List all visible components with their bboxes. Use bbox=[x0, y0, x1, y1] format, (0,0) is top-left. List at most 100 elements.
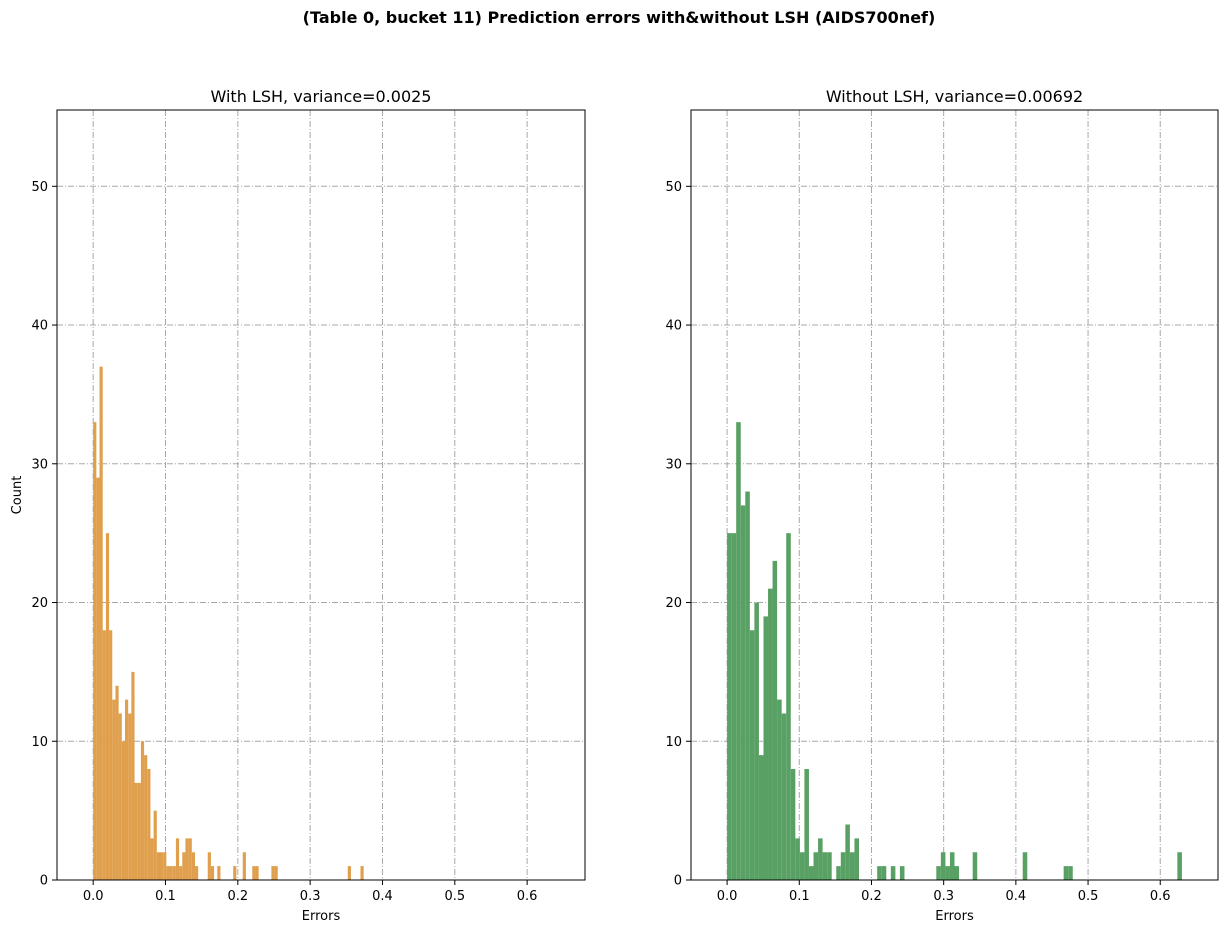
x-axis-label: Errors bbox=[935, 909, 974, 924]
histogram-bar bbox=[137, 782, 141, 880]
x-tick-label: 0.1 bbox=[155, 889, 176, 904]
x-tick-label: 0.2 bbox=[227, 889, 248, 904]
histogram-bar bbox=[147, 769, 151, 880]
histogram-bar bbox=[115, 685, 119, 880]
histogram-bar bbox=[1068, 866, 1073, 880]
histogram-bar bbox=[936, 866, 941, 880]
histogram-bar bbox=[777, 699, 782, 880]
histogram-bar bbox=[877, 866, 882, 880]
histogram-bar bbox=[210, 866, 215, 880]
y-tick-label: 40 bbox=[665, 319, 682, 334]
figure-suptitle: (Table 0, bucket 11) Prediction errors w… bbox=[303, 8, 936, 27]
histogram-bar bbox=[972, 852, 978, 880]
histogram-bar bbox=[131, 671, 135, 880]
histogram-bar bbox=[745, 491, 750, 880]
histogram-bar bbox=[172, 866, 176, 880]
x-tick-label: 0.2 bbox=[861, 889, 882, 904]
histogram-bar bbox=[271, 866, 275, 880]
histogram-bar bbox=[772, 560, 778, 880]
histogram-bar bbox=[175, 838, 180, 880]
panel-without-lsh: 0.0 0.1 0.2 0.3 0.4 0.5 0.6 0 10 20 30 40 50 Withou… bbox=[665, 87, 1219, 924]
histogram-bar bbox=[781, 713, 787, 880]
histogram-bar bbox=[207, 852, 211, 880]
histogram-bar bbox=[96, 477, 100, 880]
histogram-bar bbox=[899, 866, 905, 880]
histogram-bar bbox=[347, 866, 351, 880]
x-tick-label: 0.3 bbox=[933, 889, 954, 904]
histogram-bars bbox=[93, 366, 364, 881]
x-tick-label: 0.5 bbox=[1078, 889, 1099, 904]
x-tick-label: 0.4 bbox=[372, 889, 393, 904]
histogram-bar bbox=[890, 866, 896, 880]
panel-title: With LSH, variance=0.0025 bbox=[211, 87, 432, 106]
x-tick-label: 0.5 bbox=[444, 889, 465, 904]
axes-frame bbox=[690, 109, 1219, 881]
histogram-bar bbox=[731, 533, 737, 880]
panel-title: Without LSH, variance=0.00692 bbox=[826, 87, 1083, 106]
histogram-bar bbox=[255, 866, 259, 880]
histogram-bar bbox=[134, 782, 138, 880]
histogram-bar bbox=[121, 741, 125, 880]
y-ticks: 0 10 20 30 40 50 bbox=[31, 180, 57, 889]
histogram-bar bbox=[150, 838, 154, 880]
histogram-bar bbox=[799, 852, 805, 880]
histogram-bar bbox=[881, 866, 887, 880]
histogram-bar bbox=[156, 852, 160, 880]
histogram-bar bbox=[740, 505, 746, 880]
histogram-bar bbox=[954, 866, 960, 880]
histogram-bar bbox=[845, 824, 850, 880]
histogram-bar bbox=[252, 866, 256, 880]
histogram-bar bbox=[188, 838, 192, 880]
y-tick-label: 20 bbox=[665, 596, 682, 611]
x-axis-label: Errors bbox=[302, 909, 341, 924]
histogram-bar bbox=[786, 533, 791, 880]
histogram-bar bbox=[102, 630, 106, 880]
histogram-bar bbox=[112, 699, 116, 880]
histogram-bar bbox=[99, 366, 103, 881]
histogram-bar bbox=[185, 838, 189, 880]
y-tick-label: 20 bbox=[31, 596, 48, 611]
histogram-bar bbox=[195, 866, 199, 880]
x-tick-label: 0.1 bbox=[789, 889, 810, 904]
histogram-bar bbox=[804, 769, 809, 880]
histogram-bar bbox=[827, 852, 832, 880]
histogram-bar bbox=[144, 755, 148, 880]
histogram-bar bbox=[124, 699, 129, 880]
histogram-bar bbox=[818, 838, 823, 880]
plot-area bbox=[57, 110, 585, 880]
histogram-bar bbox=[169, 866, 173, 880]
histogram-bar bbox=[822, 852, 828, 880]
histogram-bar bbox=[191, 852, 196, 880]
x-tick-label: 0.4 bbox=[1006, 889, 1027, 904]
axes-frame bbox=[56, 109, 586, 881]
x-ticks: 0.0 0.1 0.2 0.3 0.4 0.5 0.6 bbox=[83, 880, 538, 904]
histogram-bar bbox=[118, 713, 122, 880]
y-tick-label: 40 bbox=[31, 319, 48, 334]
histogram-bar bbox=[768, 588, 773, 880]
histogram-bar bbox=[763, 616, 769, 880]
y-ticks: 0 10 20 30 40 50 bbox=[665, 180, 691, 889]
panel-with-lsh: 0.0 0.1 0.2 0.3 0.4 0.5 0.6 0 10 20 30 40 50 With L… bbox=[10, 87, 586, 924]
histogram-bars bbox=[727, 422, 1182, 880]
histogram-bar bbox=[813, 852, 819, 880]
histogram-bar bbox=[166, 866, 170, 880]
x-tick-label: 0.6 bbox=[1150, 889, 1171, 904]
histogram-bar bbox=[153, 810, 157, 880]
histogram-bar bbox=[736, 422, 741, 880]
x-tick-label: 0.6 bbox=[517, 889, 538, 904]
y-tick-label: 50 bbox=[31, 180, 48, 195]
histogram-bar bbox=[1022, 852, 1028, 880]
histogram-bar bbox=[1177, 852, 1182, 880]
histogram-bar bbox=[754, 602, 759, 880]
histogram-bar bbox=[159, 852, 164, 880]
histogram-bar bbox=[945, 866, 950, 880]
histogram-bar bbox=[105, 533, 110, 880]
y-tick-label: 30 bbox=[665, 457, 682, 472]
histogram-bar bbox=[854, 838, 859, 880]
histogram-bar bbox=[128, 713, 132, 880]
histogram-bar bbox=[940, 852, 946, 880]
y-tick-label: 0 bbox=[40, 874, 48, 889]
histogram-bar bbox=[140, 741, 145, 880]
histogram-bar bbox=[758, 755, 764, 880]
y-tick-label: 10 bbox=[31, 735, 48, 750]
